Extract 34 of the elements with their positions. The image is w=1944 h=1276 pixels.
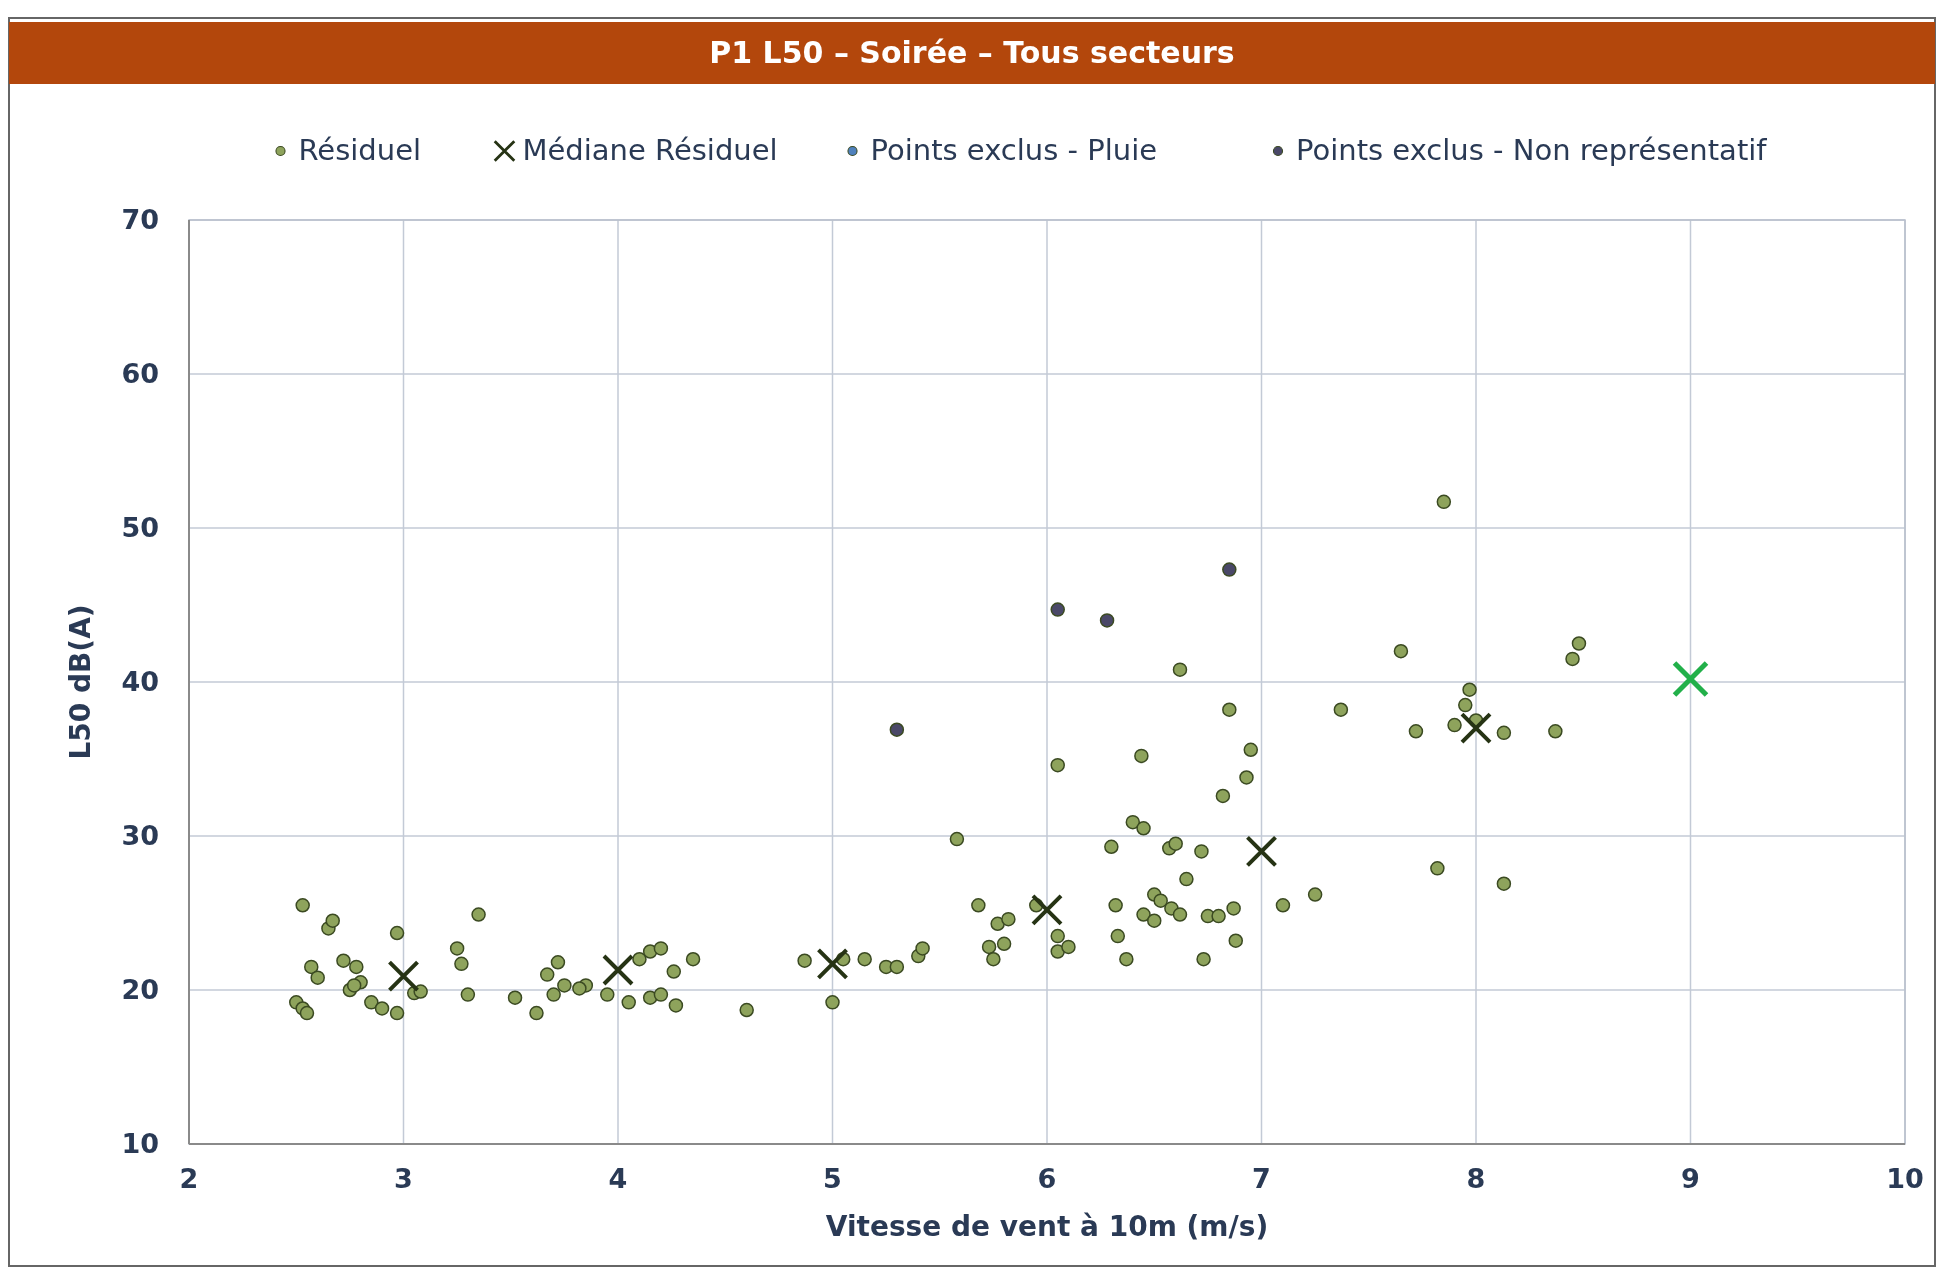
point xyxy=(889,722,905,737)
point xyxy=(1222,562,1237,577)
x-tick-label: 9 xyxy=(1681,1163,1700,1194)
point xyxy=(1031,893,1063,926)
point xyxy=(387,960,420,993)
point xyxy=(602,953,634,986)
y-tick-label: 60 xyxy=(121,358,159,389)
point xyxy=(816,947,849,980)
point xyxy=(1245,835,1278,868)
point xyxy=(1050,602,1065,617)
legend-label: Points exclus - Non représentatif xyxy=(1296,133,1768,167)
y-tick-label: 50 xyxy=(121,512,159,543)
x-tick-label: 4 xyxy=(608,1163,628,1194)
x-tick-label: 5 xyxy=(823,1163,842,1194)
x-tick-label: 2 xyxy=(179,1163,199,1194)
x-tick-label: 7 xyxy=(1252,1163,1271,1194)
x-tick-label: 6 xyxy=(1037,1163,1057,1194)
point xyxy=(1460,712,1492,745)
x-tick-label: 3 xyxy=(394,1163,413,1194)
y-tick-label: 10 xyxy=(121,1128,159,1159)
y-tick-label: 70 xyxy=(121,204,159,235)
legend-label: Points exclus - Pluie xyxy=(870,133,1158,167)
x-tick-label: 8 xyxy=(1466,1163,1486,1194)
y-tick-label: 40 xyxy=(121,666,159,697)
x-axis-title: Vitesse de vent à 10m (m/s) xyxy=(825,1210,1269,1243)
point xyxy=(1099,613,1115,628)
legend-label: Médiane Résiduel xyxy=(522,133,778,167)
y-tick-label: 30 xyxy=(121,820,159,851)
y-tick-label: 20 xyxy=(121,974,159,1005)
legend-label: Résiduel xyxy=(298,133,422,167)
point xyxy=(1672,660,1709,698)
x-tick-label: 10 xyxy=(1886,1163,1924,1194)
y-axis-title: L50 dB(A) xyxy=(64,604,97,760)
chart-title: P1 L50 – Soirée – Tous secteurs xyxy=(709,35,1235,70)
